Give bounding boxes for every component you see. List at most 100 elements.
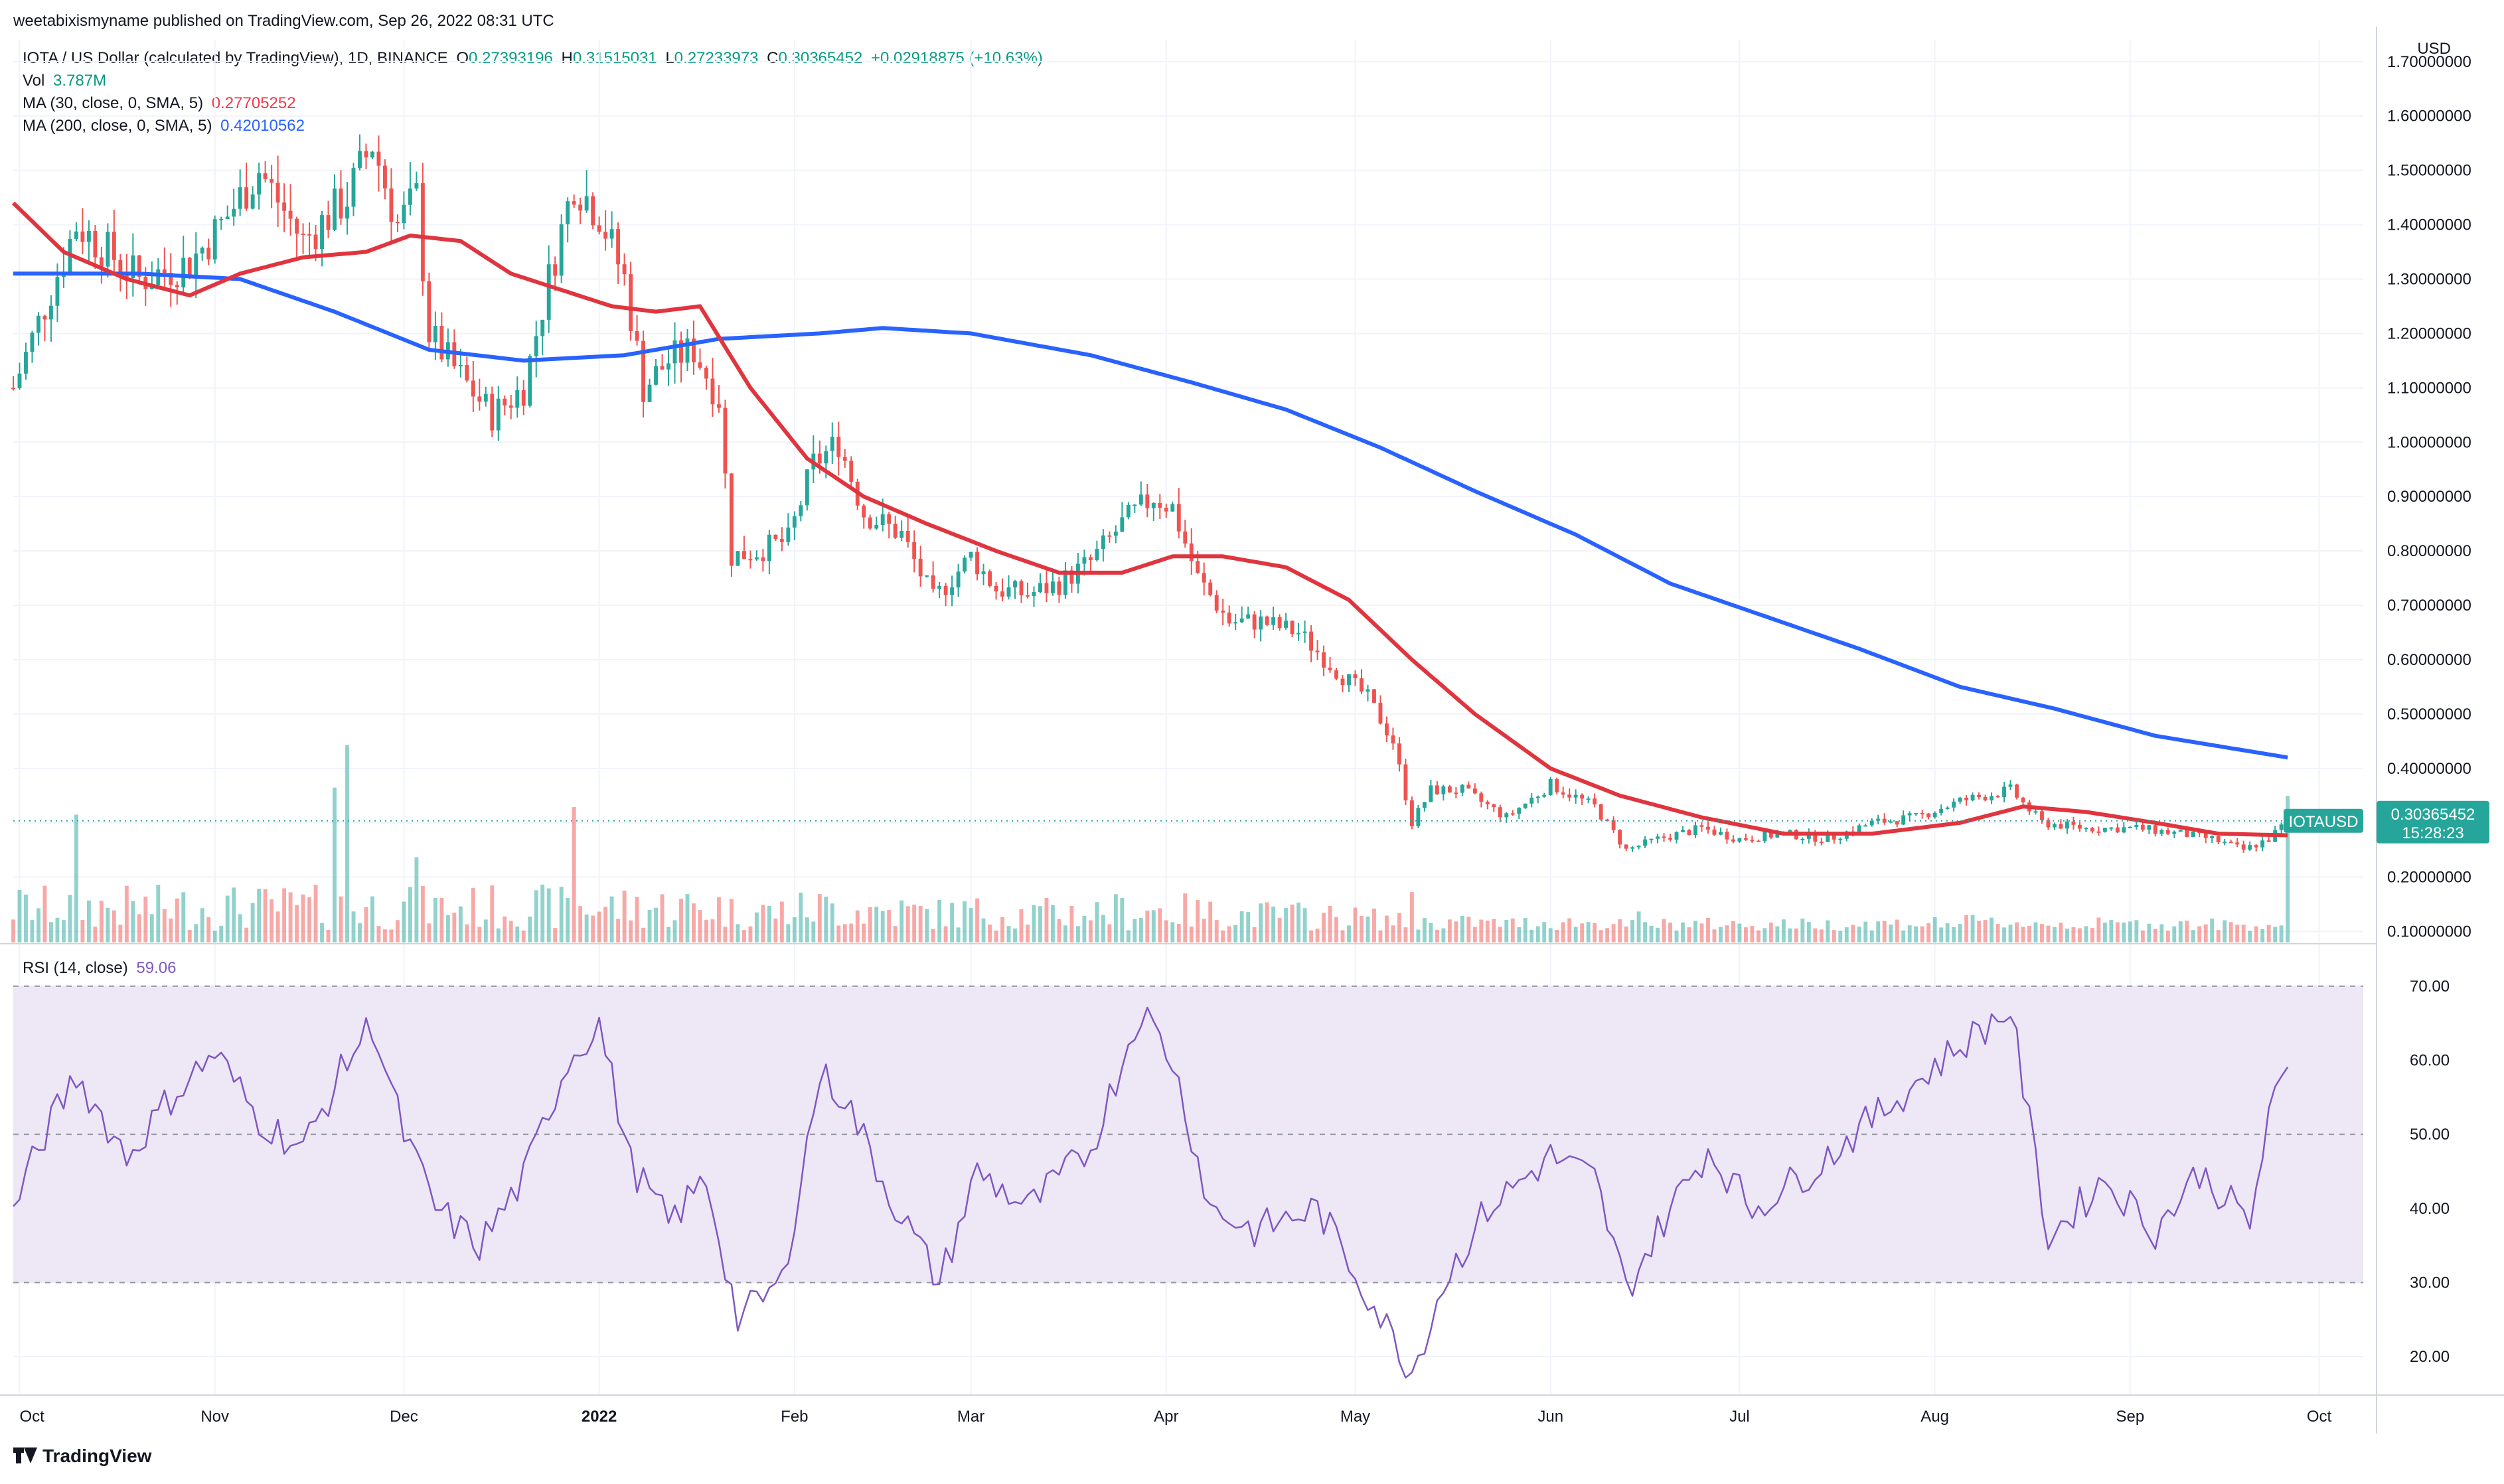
volume-bar [112,910,116,942]
candle-body [1057,581,1061,595]
candle-body [1409,800,1414,826]
candle-body [988,571,992,586]
candle-body [912,542,917,559]
volume-bar [2122,923,2126,942]
candle-body [1523,803,1527,808]
candle-body [1101,535,1105,550]
candle-body [647,384,652,402]
candle-body [2185,830,2189,838]
volume-bar [880,911,885,942]
candle-body [106,232,110,267]
candle-body [99,257,104,267]
volume-bar [1284,907,1289,942]
candle-body [805,469,809,506]
volume-bar [232,887,236,942]
volume-bar [572,806,576,942]
candle-body [761,557,765,561]
ma30-polyline [11,201,2288,838]
volume-bar [635,897,639,942]
volume-bar [320,923,324,942]
price-tick-label: 1.60000000 [2387,108,2471,125]
volume-bar [1057,919,1061,942]
candle-body [24,352,28,374]
volume-bar [1075,926,1080,942]
candle-body [893,524,898,538]
candle-body [1656,836,1660,839]
volume-bar [1768,923,1773,942]
volume-bar [943,926,948,942]
ma200-polyline [13,271,2288,760]
volume-bar [345,745,349,942]
volume-bar [1164,920,1168,942]
candle-body [439,326,444,360]
volume-bar [1032,905,1036,942]
volume-bar [1990,917,1994,942]
volume-bar [622,890,627,942]
candle-body [629,274,633,331]
volume-bar [1170,922,1175,942]
tradingview-brand[interactable]: TradingView [13,1446,151,1467]
candle-body [1366,689,1370,692]
candle-body [509,405,513,408]
volume-bar [817,894,822,942]
volume-bar [2260,928,2265,942]
candle-body [742,551,746,559]
volume-bar [905,906,910,942]
candle-body [717,404,721,408]
candle-body [1051,581,1055,593]
volume-bar [698,910,702,942]
volume-bar [1189,927,1194,942]
candle-body [2248,845,2252,850]
candle-body [376,151,381,166]
volume-bar [1360,916,1364,942]
volume-bar [1529,929,1534,942]
candle-body [181,258,186,287]
volume-bar [1107,924,1112,942]
candle-body [1826,835,1830,842]
candle-body [137,255,141,277]
candle-body [2254,845,2258,848]
volume-bar [1737,923,1742,942]
candle-body [1296,632,1301,634]
volume-bar [1832,930,1836,942]
candle-body [477,396,482,402]
volume-bar [143,896,148,942]
candle-body [1334,670,1338,679]
candle-body [748,559,753,561]
volume-bar [994,930,998,942]
volume-bar [540,884,545,942]
volume-bar [1088,920,1093,942]
candle-body [817,453,822,464]
candle-body [2021,797,2025,802]
volume-bar [1939,927,1944,942]
volume-bar [458,906,463,942]
candle-body [1107,535,1112,537]
candle-body [1618,830,1622,845]
volume-bar [1006,926,1011,942]
candle-body [2122,827,2126,833]
candle-body [900,530,904,538]
volume-bar [503,916,507,942]
candle-body [1800,838,1805,840]
candle-body [1737,838,1742,842]
close-label: C [767,49,779,67]
volume-bar [244,927,249,942]
candle-body [2235,842,2240,845]
candle-body [1044,583,1049,593]
candle-body [1403,764,1408,800]
volume-bar [2229,922,2233,942]
volume-bar [786,924,791,942]
volume-bar [402,901,406,942]
volume-bar [2140,930,2145,942]
volume-bar [1082,915,1087,942]
candle-body [1120,517,1125,532]
candle-body [383,165,387,189]
volume-bar [2002,927,2006,942]
candle-body [2172,832,2177,834]
candle-body [1038,583,1042,593]
candle-body [887,514,892,524]
volume-bar [584,914,589,942]
candle-body [295,218,299,234]
candle-body [792,516,797,528]
